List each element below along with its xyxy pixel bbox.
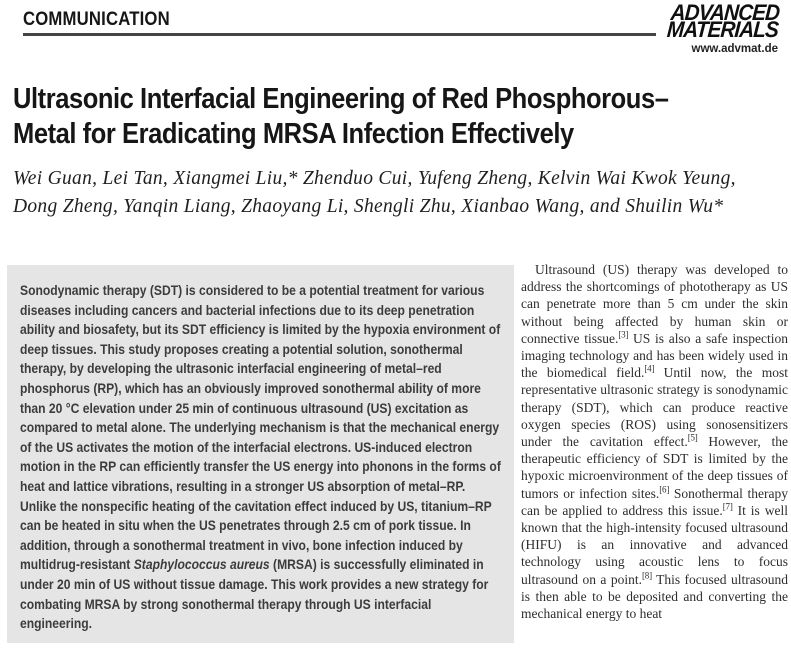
author-list-line-2: Dong Zheng, Yanqin Liang, Zhaoyang Li, S… <box>13 195 724 217</box>
author-list-line-1: Wei Guan, Lei Tan, Xiangmei Liu,* Zhendu… <box>13 168 736 189</box>
body-paragraph: Ultrasound (US) therapy was developed to… <box>521 262 788 622</box>
citation-ref: [7] <box>722 501 733 512</box>
citation-ref: [6] <box>659 484 670 495</box>
header-rule <box>23 33 656 36</box>
citation-ref: [5] <box>687 432 698 443</box>
citation-ref: [4] <box>644 363 655 374</box>
journal-logo: ADVANCED MATERIALS <box>657 0 781 42</box>
abstract-box: Sonodynamic therapy (SDT) is considered … <box>7 265 514 643</box>
journal-website-url: www.advmat.de <box>691 43 779 55</box>
section-label: COMMUNICATION <box>23 9 170 30</box>
author-list: Wei Guan, Lei Tan, Xiangmei Liu,* Zhendu… <box>13 165 791 220</box>
article-title-line-1: Ultrasonic Interfacial Engineering of Re… <box>13 83 669 115</box>
article-title-line-2: Metal for Eradicating MRSA Infection Eff… <box>13 118 574 150</box>
citation-ref: [3] <box>618 329 629 340</box>
abstract-text: Sonodynamic therapy (SDT) is considered … <box>20 282 501 632</box>
citation-ref: [8] <box>641 570 652 581</box>
journal-logo-line-2: MATERIALS <box>666 17 780 42</box>
body-column: Ultrasound (US) therapy was developed to… <box>521 261 788 658</box>
article-title: Ultrasonic Interfacial Engineering of Re… <box>13 82 791 152</box>
